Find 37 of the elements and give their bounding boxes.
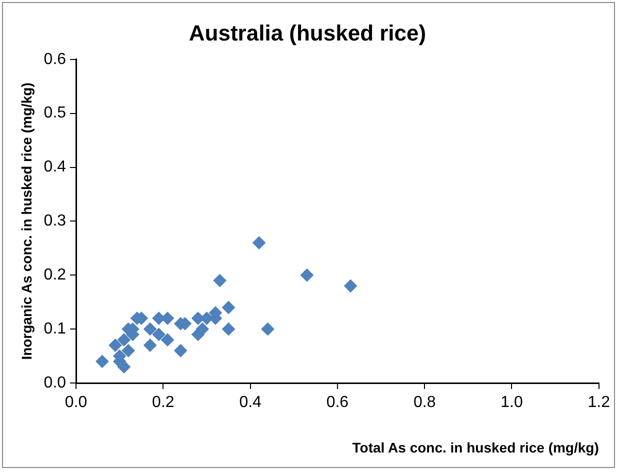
point — [252, 236, 266, 250]
point — [152, 312, 166, 325]
point — [161, 333, 174, 346]
y-tick-label: 0.1 — [44, 320, 66, 338]
point — [222, 300, 236, 314]
y-tick-label: 0.3 — [44, 212, 66, 230]
point — [344, 279, 358, 292]
point — [222, 322, 236, 336]
x-tick-label: 1.2 — [588, 394, 610, 412]
y-tick-label: 0.2 — [44, 266, 66, 284]
y-tick-label: 0.5 — [44, 104, 66, 122]
point — [161, 312, 174, 325]
point — [261, 322, 274, 336]
y-tick-label: 0.4 — [44, 158, 66, 176]
point — [196, 322, 209, 336]
point — [117, 333, 130, 346]
point — [213, 274, 226, 288]
point — [174, 344, 188, 358]
y-axis-title: Inorganic As conc. in husked rice (mg/kg) — [18, 82, 34, 360]
x-tick-label: 1.0 — [500, 394, 523, 412]
x-tick-label: 0.8 — [413, 394, 436, 412]
x-tick-label: 0.4 — [239, 394, 262, 412]
point — [117, 360, 130, 374]
point — [108, 338, 122, 352]
chart-title: Australia (husked rice) — [188, 20, 426, 46]
y-tick-label: 0.0 — [44, 374, 66, 392]
point — [144, 338, 157, 352]
x-tick-label: 0.2 — [152, 394, 174, 412]
x-tick-label: 0.0 — [64, 394, 88, 412]
x-axis-title: Total As conc. in husked rice (mg/kg) — [352, 439, 599, 456]
point — [144, 322, 157, 336]
point — [96, 354, 109, 368]
point — [300, 268, 314, 282]
x-tick-label: 0.6 — [326, 394, 349, 412]
point — [152, 328, 166, 341]
y-tick-label: 0.6 — [44, 50, 66, 68]
point — [122, 344, 135, 358]
